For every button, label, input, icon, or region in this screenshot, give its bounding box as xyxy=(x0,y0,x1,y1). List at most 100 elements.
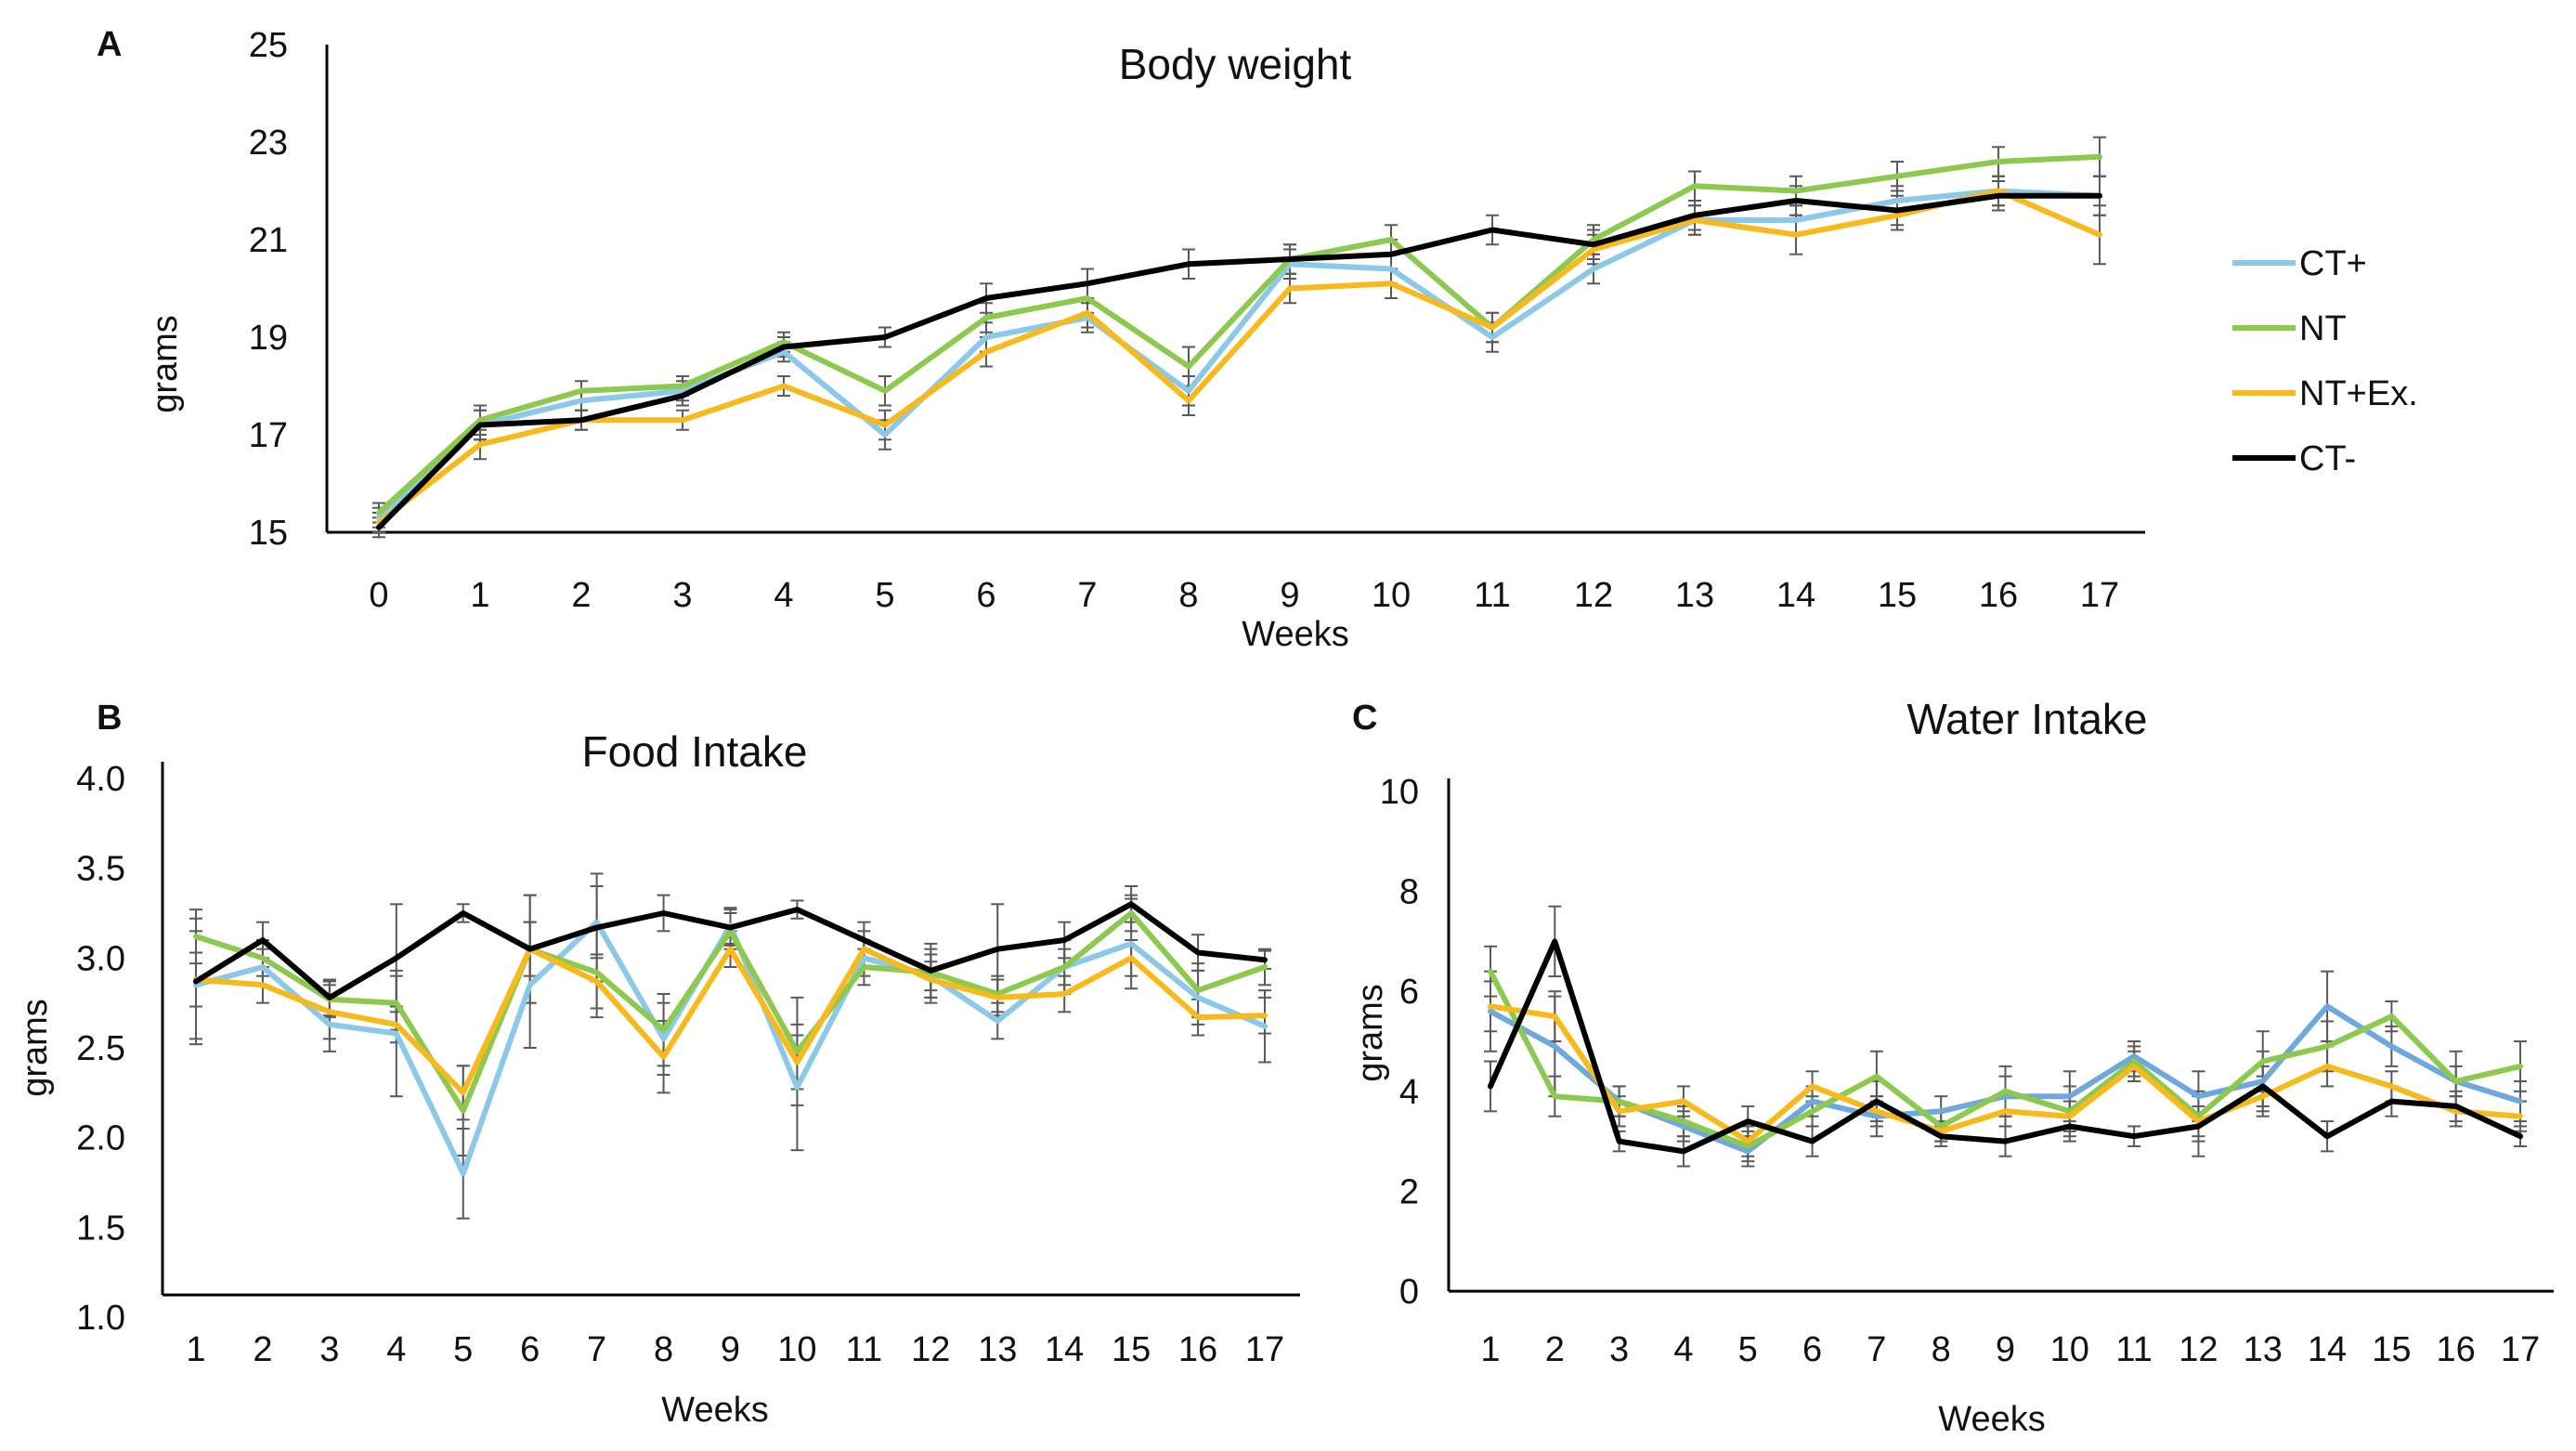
y-tick-label: 1.5 xyxy=(76,1209,125,1248)
x-tick-label: 9 xyxy=(721,1330,740,1369)
y-axis-label: grams xyxy=(16,999,55,1097)
x-tick-label: 17 xyxy=(2501,1330,2540,1369)
series-line-nt-plusex xyxy=(1488,1003,2523,1144)
y-tick-label: 3.5 xyxy=(76,850,125,889)
series-line-ct-plus xyxy=(376,188,2102,521)
x-tick-label: 6 xyxy=(520,1330,540,1369)
series-line-ct-minus xyxy=(193,901,1268,1000)
x-tick-label: 6 xyxy=(976,576,995,615)
y-tick-label: 2 xyxy=(1399,1172,1419,1211)
y-tick-label: 19 xyxy=(249,319,288,358)
x-tick-label: 14 xyxy=(2308,1330,2347,1369)
series-line-ct-minus xyxy=(1488,938,2523,1155)
y-tick-labels: 15 17 19 21 23 25 xyxy=(249,26,288,553)
x-tick-label: 9 xyxy=(1280,576,1299,615)
x-tick-label: 4 xyxy=(774,576,793,615)
series-line-ct-minus xyxy=(376,192,2102,530)
x-tick-label: 16 xyxy=(1178,1330,1217,1369)
x-tick-label: 7 xyxy=(1867,1330,1886,1369)
x-tick-label: 16 xyxy=(2437,1330,2476,1369)
x-tick-label: 8 xyxy=(1178,576,1198,615)
x-tick-label: 6 xyxy=(1802,1330,1822,1369)
y-tick-label: 2.0 xyxy=(76,1119,125,1158)
series-line-nt xyxy=(1488,968,2523,1149)
x-tick-label: 14 xyxy=(1776,576,1815,615)
y-tick-label: 17 xyxy=(249,416,288,455)
x-axis-label: Weeks xyxy=(661,1391,768,1430)
series-line-nt-plusex xyxy=(376,188,2102,526)
x-tick-label: 2 xyxy=(1545,1330,1565,1369)
x-tick-label: 5 xyxy=(875,576,894,615)
x-tick-label: 14 xyxy=(1045,1330,1084,1369)
x-tick-label: 10 xyxy=(1372,576,1411,615)
y-tick-label: 10 xyxy=(1380,773,1419,812)
series-lines xyxy=(193,901,1268,1177)
y-tick-label: 15 xyxy=(249,514,288,553)
y-tick-label: 0 xyxy=(1399,1273,1419,1312)
series-lines xyxy=(1488,938,2523,1155)
y-tick-label: 8 xyxy=(1399,873,1419,912)
x-tick-label: 9 xyxy=(1996,1330,2015,1369)
x-tick-label: 10 xyxy=(777,1330,816,1369)
x-tick-label: 4 xyxy=(386,1330,406,1369)
legend-item-ct-minus: CT- xyxy=(2232,439,2356,478)
x-tick-label: 13 xyxy=(978,1330,1017,1369)
x-tick-label: 8 xyxy=(654,1330,673,1369)
chart-title: Food Intake xyxy=(582,727,808,776)
x-tick-label: 7 xyxy=(587,1330,606,1369)
x-tick-label: 15 xyxy=(1112,1330,1151,1369)
x-tick-label: 10 xyxy=(2050,1330,2089,1369)
chart-title: Body weight xyxy=(1119,40,1352,88)
series-lines xyxy=(376,153,2102,530)
y-tick-labels: 1.0 1.5 2.0 2.5 3.0 3.5 4.0 xyxy=(76,760,125,1338)
x-tick-label: 7 xyxy=(1077,576,1097,615)
x-tick-label: 17 xyxy=(2080,576,2119,615)
x-tick-label: 4 xyxy=(1673,1330,1693,1369)
x-tick-label: 12 xyxy=(1574,576,1613,615)
x-tick-label: 16 xyxy=(1979,576,2018,615)
x-tick-label: 1 xyxy=(186,1330,205,1369)
x-tick-label: 5 xyxy=(453,1330,473,1369)
legend-item-nt: NT xyxy=(2232,309,2347,348)
x-tick-label: 8 xyxy=(1932,1330,1951,1369)
y-tick-label: 1.0 xyxy=(76,1299,125,1338)
legend-item-nt-plusex: NT+Ex. xyxy=(2232,374,2418,413)
series-line-nt-plusex xyxy=(193,946,1268,1096)
series-line-nt xyxy=(376,153,2102,516)
x-tick-labels: 0 1 2 3 4 5 6 7 8 9 10 11 12 13 14 15 16 17 xyxy=(369,576,2119,615)
error-bars xyxy=(372,136,2106,539)
x-axis-label: Weeks xyxy=(1938,1400,2045,1439)
x-tick-label: 12 xyxy=(2179,1330,2218,1369)
x-tick-labels: 1 2 3 4 5 6 7 8 9 10 11 12 13 14 15 16 17 xyxy=(1480,1330,2540,1369)
panel-letter-a: A xyxy=(97,25,122,64)
x-tick-label: 2 xyxy=(571,576,591,615)
x-tick-label: 0 xyxy=(369,576,388,615)
x-tick-label: 3 xyxy=(319,1330,339,1369)
panel-letter-c: C xyxy=(1352,699,1377,738)
x-tick-label: 3 xyxy=(1609,1330,1629,1369)
chart-title: Water Intake xyxy=(1906,695,2147,743)
x-tick-label: 15 xyxy=(2372,1330,2411,1369)
series-line-nt xyxy=(193,910,1268,1114)
x-tick-label: 2 xyxy=(253,1330,272,1369)
y-tick-label: 21 xyxy=(249,221,288,260)
x-tick-label: 1 xyxy=(1480,1330,1500,1369)
series-line-ct-plus xyxy=(1488,1003,2523,1155)
y-tick-label: 2.5 xyxy=(76,1029,125,1068)
panel-letter-b: B xyxy=(97,699,122,738)
y-tick-label: 25 xyxy=(249,26,288,65)
legend-label: CT- xyxy=(2299,439,2356,478)
x-tick-label: 11 xyxy=(2115,1330,2152,1369)
legend-label: CT+ xyxy=(2299,244,2367,283)
x-tick-label: 17 xyxy=(1245,1330,1284,1369)
x-tick-label: 12 xyxy=(911,1330,950,1369)
x-tick-label: 1 xyxy=(470,576,489,615)
y-tick-label: 6 xyxy=(1399,973,1419,1012)
x-tick-label: 15 xyxy=(1878,576,1917,615)
legend-item-ct-plus: CT+ xyxy=(2232,244,2367,283)
x-tick-label: 5 xyxy=(1738,1330,1758,1369)
